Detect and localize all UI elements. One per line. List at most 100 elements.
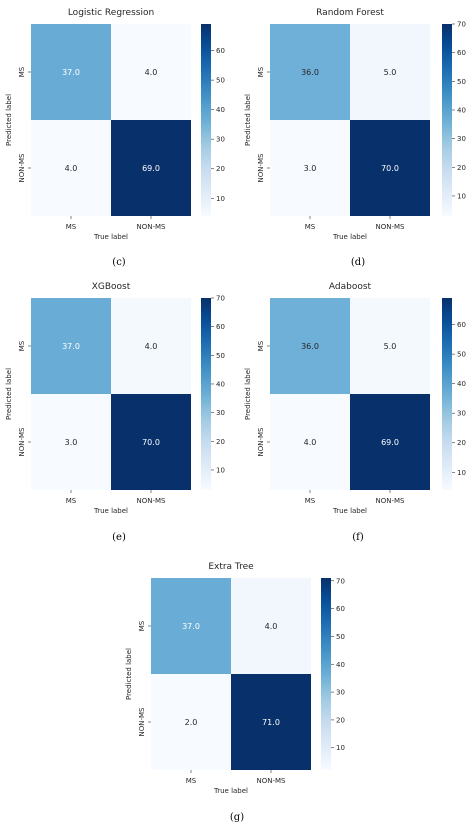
heatmap-cell: [231, 578, 311, 674]
cell-value-label: 5.0: [384, 342, 397, 351]
colorbar-tick-label: 30: [216, 136, 225, 144]
cell-value-label: 69.0: [381, 438, 399, 447]
colorbar-tick-label: 10: [457, 469, 466, 477]
x-tick-label: NON-MS: [257, 777, 287, 785]
heatmap-cell: [270, 394, 350, 490]
heatmap-cell: [151, 674, 231, 770]
heatmap-cell: [31, 394, 111, 490]
colorbar-tick-label: 60: [216, 47, 225, 55]
x-tick-label: MS: [305, 223, 316, 231]
colorbar-tick-label: 60: [457, 49, 466, 57]
colorbar-tick-label: 40: [216, 106, 225, 114]
heatmap-cell: [31, 298, 111, 394]
heatmap-cell: [31, 24, 111, 120]
x-tick-label: MS: [186, 777, 197, 785]
panel-label: (f): [352, 532, 364, 543]
panel-label: (g): [230, 812, 244, 823]
colorbar-tick-label: 20: [457, 164, 466, 172]
colorbar-tick-label: 70: [457, 21, 466, 29]
cell-value-label: 37.0: [62, 68, 80, 77]
cell-value-label: 3.0: [304, 164, 317, 173]
chart-title: Random Forest: [316, 8, 384, 18]
colorbar-tick-label: 50: [216, 352, 225, 360]
heatmap-cell: [350, 298, 430, 394]
cell-value-label: 5.0: [384, 68, 397, 77]
cell-value-label: 2.0: [185, 718, 198, 727]
colorbar-tick-label: 10: [457, 192, 466, 200]
confusion-matrix-panel: Extra Tree 37.0 4.0 2.0 71.0 MS NON-MS True lab…: [125, 562, 345, 823]
x-tick-label: NON-MS: [376, 497, 406, 505]
x-tick-label: NON-MS: [376, 223, 406, 231]
colorbar: [442, 24, 452, 216]
heatmap-cell: [151, 578, 231, 674]
x-tick-label: MS: [66, 497, 77, 505]
x-axis-label: True label: [332, 507, 367, 515]
x-axis-label: True label: [332, 233, 367, 241]
confusion-matrix-panel: Random Forest 36.0 5.0 3.0 70.0 MS NON-MS True …: [244, 8, 466, 268]
y-tick-label: MS: [18, 340, 26, 351]
colorbar-tick-label: 30: [457, 135, 466, 143]
colorbar-tick-label: 50: [336, 633, 345, 641]
cell-value-label: 37.0: [62, 342, 80, 351]
heatmap-cell: [111, 24, 191, 120]
colorbar-tick-label: 50: [457, 78, 466, 86]
heatmap-cell: [350, 24, 430, 120]
cell-value-label: 70.0: [381, 164, 399, 173]
cell-value-label: 36.0: [301, 68, 319, 77]
y-tick-label: NON-MS: [257, 153, 265, 183]
y-tick-label: NON-MS: [257, 427, 265, 457]
cell-value-label: 71.0: [262, 718, 280, 727]
colorbar: [442, 298, 452, 490]
y-axis-label: Predicted label: [125, 648, 133, 700]
x-axis-label: True label: [93, 507, 128, 515]
cell-value-label: 4.0: [304, 438, 317, 447]
y-axis-label: Predicted label: [5, 368, 13, 420]
cell-value-label: 4.0: [145, 68, 158, 77]
colorbar: [201, 298, 211, 490]
colorbar-tick-label: 30: [216, 409, 225, 417]
panel-label: (e): [112, 532, 126, 543]
cell-value-label: 4.0: [145, 342, 158, 351]
heatmap-cell: [270, 24, 350, 120]
y-axis-label: Predicted label: [244, 94, 252, 146]
y-axis-label: Predicted label: [5, 94, 13, 146]
colorbar-tick-label: 40: [457, 106, 466, 114]
heatmap-cell: [350, 394, 430, 490]
x-tick-label: MS: [66, 223, 77, 231]
heatmap-cell: [111, 394, 191, 490]
x-axis-label: True label: [213, 787, 248, 795]
heatmap-cell: [270, 298, 350, 394]
colorbar-tick-label: 30: [457, 410, 466, 418]
y-tick-label: NON-MS: [18, 153, 26, 183]
chart-title: Logistic Regression: [68, 8, 154, 18]
heatmap-cell: [31, 120, 111, 216]
x-tick-label: MS: [305, 497, 316, 505]
colorbar-tick-label: 30: [336, 689, 345, 697]
cell-value-label: 4.0: [65, 164, 78, 173]
y-tick-label: MS: [257, 66, 265, 77]
cell-value-label: 3.0: [65, 438, 78, 447]
colorbar-tick-label: 20: [336, 716, 345, 724]
colorbar-tick-label: 40: [216, 380, 225, 388]
heatmap-cell: [111, 120, 191, 216]
confusion-matrix-panel: Logistic Regression 37.0 4.0 4.0 69.0 MS NON-M…: [5, 8, 225, 268]
heatmap-cell: [111, 298, 191, 394]
heatmap-cell: [270, 120, 350, 216]
colorbar-tick-label: 60: [457, 321, 466, 329]
colorbar-tick-label: 50: [457, 351, 466, 359]
y-tick-label: MS: [18, 66, 26, 77]
colorbar-tick-label: 60: [336, 605, 345, 613]
y-axis-label: Predicted label: [244, 368, 252, 420]
cell-value-label: 36.0: [301, 342, 319, 351]
confusion-matrix-panel: Adaboost 36.0 5.0 4.0 69.0 MS NON-MS True label…: [244, 282, 466, 543]
chart-title: XGBoost: [92, 282, 131, 292]
colorbar-tick-label: 50: [216, 77, 225, 85]
colorbar-tick-label: 10: [336, 744, 345, 752]
colorbar-tick-label: 10: [216, 466, 225, 474]
y-tick-label: NON-MS: [18, 427, 26, 457]
x-axis-label: True label: [93, 233, 128, 241]
colorbar-tick-label: 40: [336, 661, 345, 669]
colorbar-tick-label: 40: [457, 380, 466, 388]
colorbar-tick-label: 70: [336, 577, 345, 585]
